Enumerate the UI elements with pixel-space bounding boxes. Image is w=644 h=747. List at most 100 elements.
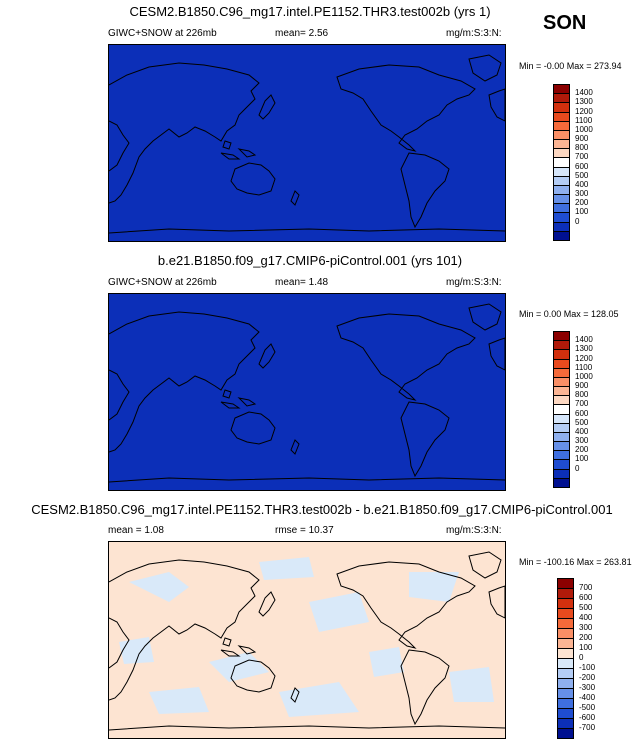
colorbar-label: 600: [579, 593, 593, 602]
coastline: [230, 162, 276, 196]
panel1-title: CESM2.B1850.C96_mg17.intel.PE1152.THR3.t…: [129, 4, 491, 19]
difference-contour-region: [409, 572, 459, 602]
colorbar-swatch: [557, 728, 574, 739]
coastline: [109, 62, 260, 204]
panel1-map: [108, 44, 506, 242]
panel2-title: b.e21.B1850.f09_g17.CMIP6-piControl.001 …: [157, 253, 463, 268]
colorbar-label: 900: [575, 134, 589, 144]
coastline: [237, 645, 257, 655]
colorbar-label: 1100: [575, 362, 593, 372]
panel1-map-svg: [109, 45, 505, 241]
coastline: [400, 152, 450, 229]
difference-contour-region: [449, 667, 494, 702]
coastline: [237, 148, 257, 158]
coastline: [400, 649, 450, 726]
coastline: [336, 313, 476, 401]
colorbar-label: 100: [575, 207, 589, 217]
panel3-colorbar: 700 600 500 400 300 200 100 0 -100 -200 -300 -400 -5…: [557, 578, 617, 739]
coastline: [109, 559, 260, 701]
colorbar-label: 0: [575, 463, 580, 473]
panel3-rmse-label: rmse = 10.37: [275, 525, 334, 536]
colorbar-label: 600: [575, 161, 589, 171]
colorbar-label: 400: [575, 426, 589, 436]
coastline: [258, 343, 276, 369]
coastline: [109, 120, 130, 172]
map-background: [109, 294, 505, 490]
difference-contour-region: [259, 557, 314, 580]
coastline: [109, 617, 130, 669]
coastline: [109, 311, 260, 453]
panel2-mean-label: mean= 1.48: [275, 277, 329, 288]
panel1-colorbar: 1400 1300 1200 1100 1000 900 800 700 600 500 400 30…: [553, 84, 613, 241]
colorbar-label: 1100: [575, 115, 593, 125]
coastline: [400, 401, 450, 478]
panel3-units-label: mg/m:S:3:N:: [446, 525, 502, 536]
panel2-colorbar: 1400 1300 1200 1100 1000 900 800 700 600 500 400 30…: [553, 331, 613, 488]
colorbar-label: 0: [579, 653, 584, 662]
coastline: [468, 303, 502, 331]
colorbar-label: 500: [575, 417, 589, 427]
colorbar-label: 1000: [575, 371, 593, 381]
coastline: [468, 54, 502, 82]
coastline: [220, 401, 241, 409]
panel3-map: [108, 541, 506, 739]
colorbar-swatch: [553, 477, 570, 488]
difference-contour-region: [119, 637, 154, 664]
colorbar-label: 300: [575, 189, 589, 199]
colorbar-label: 0: [575, 216, 580, 226]
coastline: [290, 190, 300, 206]
coastline: [468, 551, 502, 579]
colorbar-label: -400: [579, 693, 596, 702]
difference-contour-region: [149, 687, 209, 714]
coastline: [237, 397, 257, 407]
difference-contour-region: [209, 652, 269, 682]
colorbar-label: 200: [575, 445, 589, 455]
coastline: [109, 369, 130, 421]
colorbar-label: 1000: [575, 124, 593, 134]
colorbar-label: 800: [575, 390, 589, 400]
colorbar-label: 200: [579, 633, 593, 642]
coastline: [222, 389, 232, 399]
coastline: [222, 637, 232, 647]
coastline: [488, 337, 505, 371]
coastline: [109, 725, 505, 731]
colorbar-swatch: [553, 230, 570, 241]
colorbar-label: 700: [579, 583, 593, 592]
colorbar-label: -300: [579, 683, 596, 692]
colorbar-label: 1200: [575, 353, 593, 363]
colorbar-label: 900: [575, 381, 589, 391]
coastline: [109, 228, 505, 234]
coastline: [230, 411, 276, 445]
panel3-title: CESM2.B1850.C96_mg17.intel.PE1152.THR3.t…: [31, 502, 613, 517]
colorbar-label: 300: [579, 623, 593, 632]
difference-contour-region: [279, 682, 359, 717]
panel2-map: [108, 293, 506, 491]
colorbar-label: 800: [575, 143, 589, 153]
colorbar-label: 1200: [575, 106, 593, 116]
difference-contour-region: [369, 647, 404, 677]
colorbar-label: 1300: [575, 97, 593, 107]
colorbar-label: 1400: [575, 88, 593, 98]
difference-contour-region: [309, 592, 369, 632]
coastline: [230, 659, 276, 693]
panel2-minmax-label: Min = 0.00 Max = 128.05: [519, 309, 619, 319]
colorbar-label: 1400: [575, 335, 593, 345]
coastline: [290, 439, 300, 455]
difference-contour-region: [129, 572, 189, 602]
colorbar-label: 200: [575, 198, 589, 208]
panel1-mean-label: mean= 2.56: [275, 28, 329, 39]
colorbar-label: -500: [579, 703, 596, 712]
colorbar-label: 500: [575, 170, 589, 180]
coastline: [258, 591, 276, 617]
season-label: SON: [543, 12, 587, 34]
coastline: [336, 64, 476, 152]
colorbar-label: 400: [579, 613, 593, 622]
colorbar-label: -700: [579, 723, 596, 732]
coastline: [488, 88, 505, 122]
coastline: [258, 94, 276, 120]
panel3-mean-label: mean = 1.08: [108, 525, 164, 536]
colorbar-label: 300: [575, 436, 589, 446]
panel1-units-label: mg/m:S:3:N:: [446, 28, 502, 39]
colorbar-label: 1300: [575, 344, 593, 354]
colorbar-label: 100: [575, 454, 589, 464]
